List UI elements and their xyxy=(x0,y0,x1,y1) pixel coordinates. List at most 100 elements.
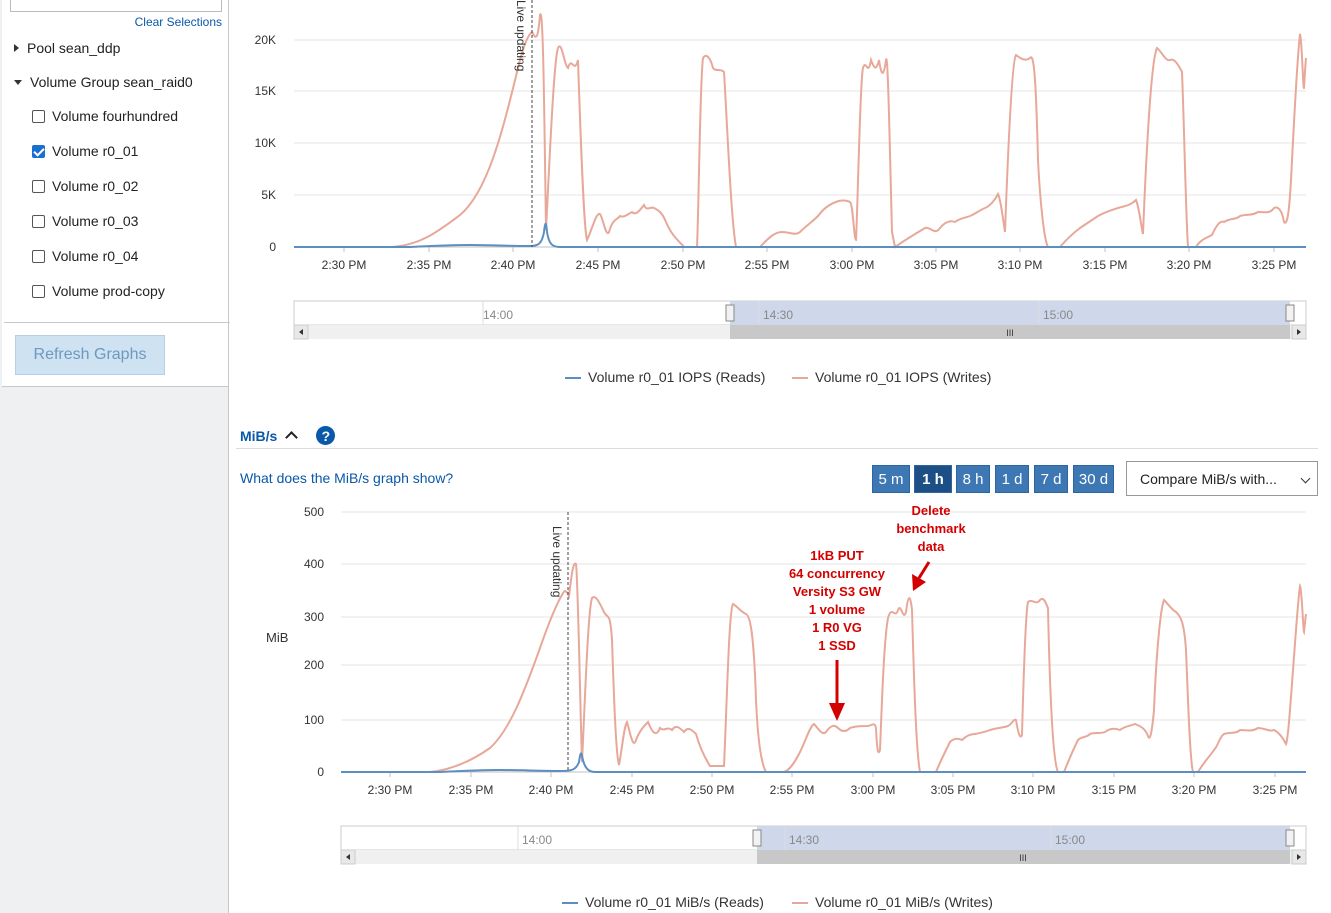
x-tick-label: 2:55 PM xyxy=(770,783,815,797)
legend-reads[interactable]: Volume r0_01 IOPS (Reads) xyxy=(588,369,765,385)
volume-item[interactable]: Volume fourhundred xyxy=(32,108,178,124)
refresh-graphs-button[interactable]: Refresh Graphs xyxy=(15,335,165,375)
annotation-line: Versity S3 GW xyxy=(793,584,882,599)
help-link[interactable]: What does the MiB/s graph show? xyxy=(240,470,454,486)
mib-section-header[interactable]: MiB/s ? xyxy=(240,426,336,445)
checkbox[interactable] xyxy=(32,249,45,263)
reads-series-line xyxy=(294,222,1306,248)
tree-group-volume-group[interactable]: Volume Group sean_raid0 xyxy=(14,74,193,90)
tree-group-pool[interactable]: Pool sean_ddp xyxy=(14,40,120,56)
annotation-line: 1kB PUT xyxy=(810,548,864,563)
annotation-benchmark: 1kB PUT 64 concurrency Versity S3 GW 1 v… xyxy=(789,548,886,653)
sidebar: Filter Clear Selections Pool sean_ddp Vo… xyxy=(0,0,230,913)
chart-legend: Volume r0_01 MiB/s (Reads) Volume r0_01 … xyxy=(562,894,993,910)
x-tick-label: 3:20 PM xyxy=(1172,783,1217,797)
y-tick-label: 15K xyxy=(255,84,276,98)
volume-item[interactable]: Volume r0_03 xyxy=(32,213,138,229)
volume-tree-panel: Filter Clear Selections Pool sean_ddp Vo… xyxy=(2,0,230,387)
volume-item[interactable]: Volume r0_02 xyxy=(32,178,138,194)
y-tick-label: 5K xyxy=(261,188,276,202)
x-tick-label: 2:45 PM xyxy=(576,258,621,272)
expand-arrow-icon[interactable] xyxy=(14,44,19,52)
x-tick-label: 3:05 PM xyxy=(931,783,976,797)
y-tick-label: 0 xyxy=(317,765,324,779)
y-tick-label: 300 xyxy=(304,610,324,624)
volume-label: Volume r0_01 xyxy=(52,143,139,159)
y-tick-label: 20K xyxy=(255,33,276,47)
tree-group-label: Pool sean_ddp xyxy=(27,40,121,56)
range-navigator[interactable]: 14:00 14:30 15:00 III xyxy=(293,300,1307,340)
volume-label: Volume r0_02 xyxy=(52,178,139,194)
volume-item[interactable]: Volume r0_01 xyxy=(32,143,138,159)
volume-item[interactable]: Volume prod-copy xyxy=(32,283,165,299)
chevron-down-icon xyxy=(1300,473,1311,484)
volume-item[interactable]: Volume r0_04 xyxy=(32,248,138,264)
live-updating-label: Live updating xyxy=(550,526,564,597)
range-button-1h[interactable]: 1 h xyxy=(914,465,952,493)
x-tick-label: 2:45 PM xyxy=(610,783,655,797)
scrollbar-thumb[interactable] xyxy=(730,325,1290,339)
chart-legend: Volume r0_01 IOPS (Reads) Volume r0_01 I… xyxy=(565,369,991,385)
chevron-up-icon[interactable] xyxy=(285,431,299,444)
annotation-line: 1 R0 VG xyxy=(812,620,862,635)
filter-input[interactable]: Filter xyxy=(10,0,222,12)
annotation-delete: Delete benchmark data xyxy=(896,503,966,554)
checkbox[interactable] xyxy=(32,109,45,123)
y-tick-label: 400 xyxy=(304,557,324,571)
x-tick-label: 2:30 PM xyxy=(368,783,413,797)
compare-select[interactable]: Compare MiB/s with... xyxy=(1126,461,1318,496)
x-tick-label: 2:40 PM xyxy=(529,783,574,797)
range-button-1d[interactable]: 1 d xyxy=(995,465,1029,493)
grip-icon: III xyxy=(1019,853,1027,863)
help-icon[interactable]: ? xyxy=(316,426,336,445)
x-tick-label: 3:05 PM xyxy=(914,258,959,272)
checkbox-checked[interactable] xyxy=(32,144,45,158)
divider xyxy=(236,448,1318,449)
scrollbar-thumb[interactable] xyxy=(757,850,1290,864)
x-tick-label: 3:00 PM xyxy=(851,783,896,797)
range-button-7d[interactable]: 7 d xyxy=(1034,465,1068,493)
live-updating-label: Live updating xyxy=(514,0,528,71)
volume-label: Volume r0_03 xyxy=(52,213,139,229)
grip-icon: III xyxy=(1006,328,1014,338)
navigator-label: 14:30 xyxy=(763,308,793,322)
range-button-5m[interactable]: 5 m xyxy=(872,465,910,493)
y-tick-label: 500 xyxy=(304,505,324,519)
volume-label: Volume prod-copy xyxy=(52,283,165,299)
x-tick-label: 2:30 PM xyxy=(322,258,367,272)
legend-reads[interactable]: Volume r0_01 MiB/s (Reads) xyxy=(585,894,764,910)
legend-writes[interactable]: Volume r0_01 MiB/s (Writes) xyxy=(815,894,993,910)
checkbox[interactable] xyxy=(32,214,45,228)
navigator-right-handle[interactable] xyxy=(1285,829,1295,847)
x-tick-label: 3:00 PM xyxy=(830,258,875,272)
annotation-line: 1 SSD xyxy=(818,638,856,653)
legend-writes[interactable]: Volume r0_01 IOPS (Writes) xyxy=(815,369,991,385)
navigator-left-handle[interactable] xyxy=(725,304,735,322)
y-tick-label: 0 xyxy=(269,240,276,254)
y-tick-label: 10K xyxy=(255,136,276,150)
annotation-line: Delete xyxy=(911,503,950,518)
range-button-30d[interactable]: 30 d xyxy=(1073,465,1114,493)
x-tick-label: 3:15 PM xyxy=(1083,258,1128,272)
x-tick-label: 3:25 PM xyxy=(1253,783,1298,797)
clear-selections-link[interactable]: Clear Selections xyxy=(134,15,222,29)
x-tick-label: 2:55 PM xyxy=(745,258,790,272)
checkbox[interactable] xyxy=(32,179,45,193)
navigator-right-handle[interactable] xyxy=(1285,304,1295,322)
writes-series-line xyxy=(294,13,1307,249)
collapse-arrow-icon[interactable] xyxy=(14,79,22,85)
arrow-left-icon xyxy=(299,329,303,335)
arrow-right-icon xyxy=(1297,854,1301,860)
arrow-icon xyxy=(912,561,931,591)
y-tick-label: 100 xyxy=(304,713,324,727)
checkbox[interactable] xyxy=(32,284,45,298)
arrow-right-icon xyxy=(1297,329,1301,335)
navigator-label: 14:30 xyxy=(789,833,819,847)
x-tick-label: 2:50 PM xyxy=(690,783,735,797)
navigator-left-handle[interactable] xyxy=(752,829,762,847)
x-tick-label: 3:20 PM xyxy=(1167,258,1212,272)
arrow-down-icon xyxy=(829,660,845,721)
range-button-8h[interactable]: 8 h xyxy=(956,465,990,493)
range-navigator[interactable]: 14:00 14:30 15:00 III xyxy=(340,825,1307,865)
annotation-line: benchmark xyxy=(896,521,966,536)
